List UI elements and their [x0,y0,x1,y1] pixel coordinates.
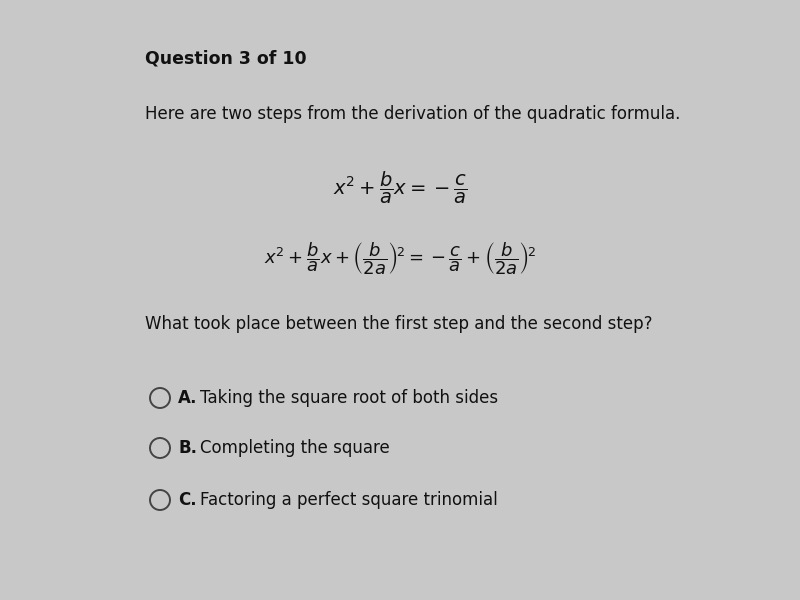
Text: Question 3 of 10: Question 3 of 10 [145,50,306,68]
Text: B.: B. [178,439,197,457]
Text: Completing the square: Completing the square [200,439,390,457]
Text: C.: C. [178,491,197,509]
Text: $x^2 + \dfrac{b}{a}x + \left(\dfrac{b}{2a}\right)^{\!2} = -\dfrac{c}{a} + \left(: $x^2 + \dfrac{b}{a}x + \left(\dfrac{b}{2… [264,240,536,277]
Text: Factoring a perfect square trinomial: Factoring a perfect square trinomial [200,491,498,509]
Text: Here are two steps from the derivation of the quadratic formula.: Here are two steps from the derivation o… [145,105,680,123]
Text: A.: A. [178,389,198,407]
Text: What took place between the first step and the second step?: What took place between the first step a… [145,315,653,333]
Text: Taking the square root of both sides: Taking the square root of both sides [200,389,498,407]
Text: $x^2 + \dfrac{b}{a}x = -\dfrac{c}{a}$: $x^2 + \dfrac{b}{a}x = -\dfrac{c}{a}$ [333,170,467,206]
